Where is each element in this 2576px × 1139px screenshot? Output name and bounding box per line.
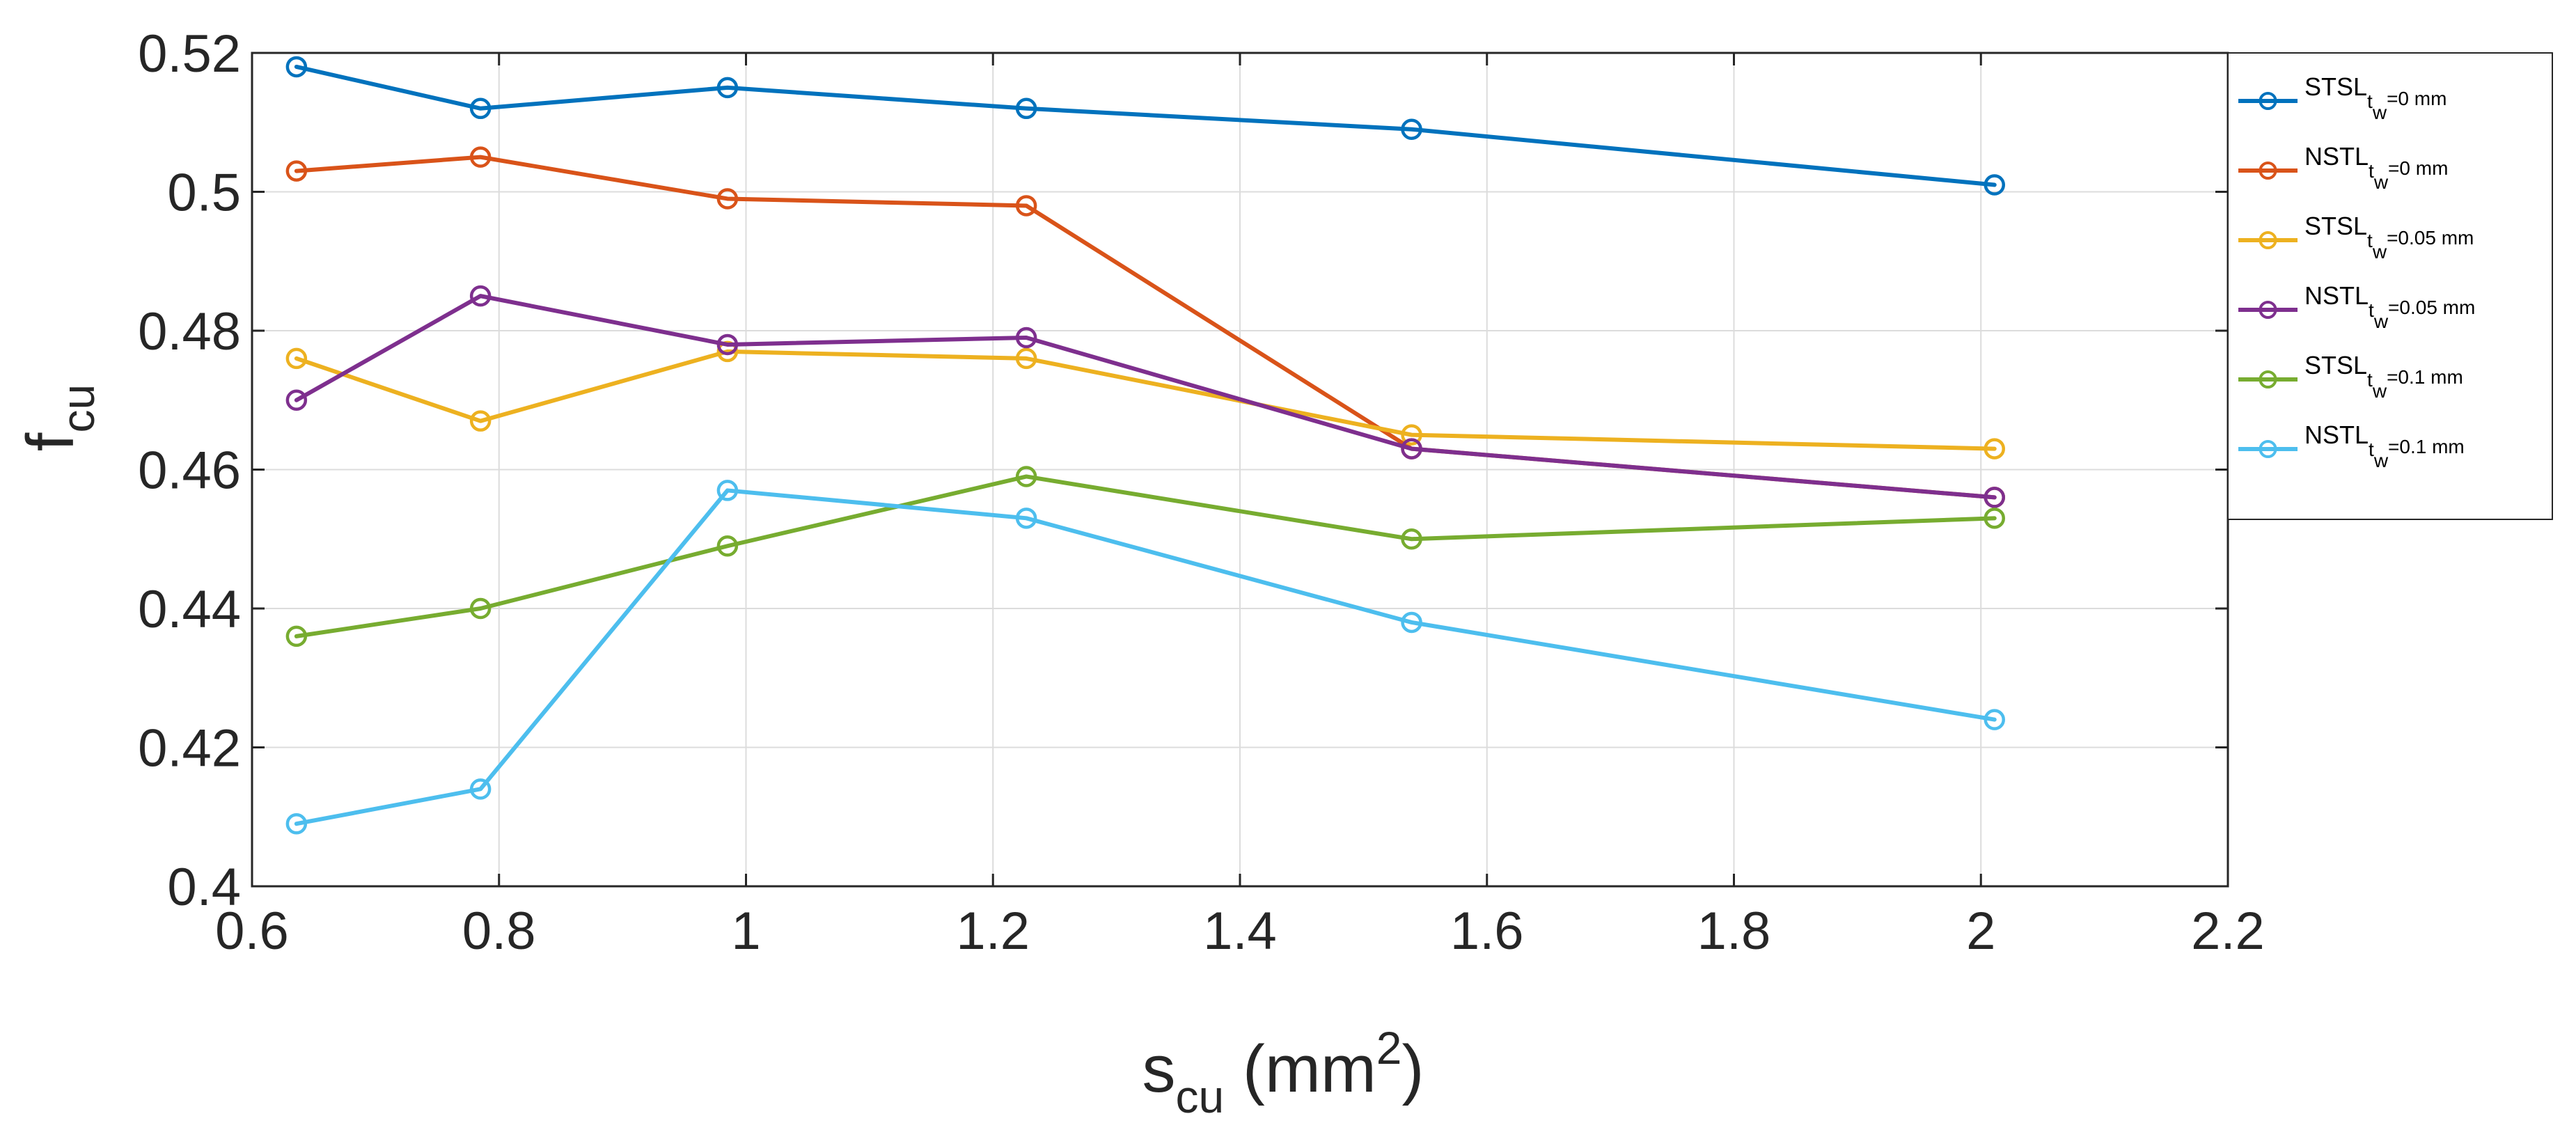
legend-label: NSTLtw=0.05 mm xyxy=(2304,281,2475,332)
series-6 xyxy=(285,480,2006,835)
x-tick-label: 0.8 xyxy=(462,902,536,961)
legend-label: NSTLtw=0.1 mm xyxy=(2304,421,2465,471)
data-point xyxy=(1015,466,1037,487)
y-tick-label: 0.52 xyxy=(138,24,241,84)
data-point xyxy=(716,188,739,210)
series-1 xyxy=(285,56,2006,196)
data-point xyxy=(1401,528,1422,550)
series-line xyxy=(294,474,1997,638)
tick-marks xyxy=(251,52,2229,888)
x-tick-label: 1.2 xyxy=(956,902,1030,961)
data-point xyxy=(716,535,739,557)
data-point xyxy=(716,480,739,501)
data-point xyxy=(1984,174,2006,196)
y-tick-label: 0.4 xyxy=(167,858,241,917)
legend-entry: NSTLtw=0.05 mm xyxy=(2238,281,2475,332)
legend-label: STSLtw=0.05 mm xyxy=(2304,212,2474,262)
series-line xyxy=(294,294,1997,500)
data-point xyxy=(716,333,739,356)
series-5 xyxy=(285,466,2006,647)
data-point xyxy=(1984,709,2006,730)
series-line xyxy=(294,488,1997,826)
legend-marker xyxy=(2259,301,2277,319)
data-point xyxy=(1401,424,1422,446)
legend-marker xyxy=(2259,440,2277,458)
legend-marker xyxy=(2259,162,2277,180)
data-point xyxy=(1401,438,1422,459)
x-tick-label: 2 xyxy=(1966,902,1995,961)
legend-items: STSLtw=0 mm NSTLtw=0 mm STSLtw=0.05 mm NSTL… xyxy=(2238,72,2475,471)
legend-label: STSLtw=0 mm xyxy=(2304,72,2447,123)
data-point xyxy=(469,146,492,168)
y-tick-label: 0.46 xyxy=(138,441,241,501)
data-point xyxy=(1401,118,1422,140)
legend-entry: NSTLtw=0 mm xyxy=(2238,142,2448,193)
data-point xyxy=(1984,508,2006,529)
legend-entry: STSLtw=0.1 mm xyxy=(2238,351,2463,402)
data-point xyxy=(1984,438,2006,459)
data-point xyxy=(1015,347,1037,370)
y-tick-labels: 0.4 0.42 0.44 0.46 0.48 0.5 0.52 xyxy=(138,24,241,917)
series-line xyxy=(294,349,1997,451)
data-point xyxy=(469,597,492,620)
x-axis-label: scu (mm2) xyxy=(1142,1022,1424,1122)
data-point xyxy=(716,77,739,99)
data-point xyxy=(1015,327,1037,349)
legend-marker xyxy=(2259,92,2277,110)
y-tick-label: 0.42 xyxy=(138,719,241,778)
legend-entry: STSLtw=0 mm xyxy=(2238,72,2447,123)
legend-marker xyxy=(2259,370,2277,388)
legend-box xyxy=(2227,52,2553,520)
series-group xyxy=(285,56,2006,835)
data-point xyxy=(1984,487,2006,508)
data-point xyxy=(1015,195,1037,217)
y-tick-label: 0.5 xyxy=(167,164,241,223)
legend-marker xyxy=(2259,231,2277,249)
series-4 xyxy=(285,285,2006,508)
data-point xyxy=(469,778,492,800)
series-3 xyxy=(285,340,2006,459)
data-point xyxy=(1015,97,1037,120)
data-point xyxy=(469,97,492,120)
data-point xyxy=(285,389,308,411)
x-tick-label: 1.4 xyxy=(1203,902,1277,961)
data-point xyxy=(469,410,492,432)
data-point xyxy=(1401,611,1422,634)
y-axis-label: fcu xyxy=(13,384,104,451)
legend: STSLtw=0 mm NSTLtw=0 mm STSLtw=0.05 mm NSTL… xyxy=(2227,52,2553,520)
x-tick-labels: 0.6 0.8 1 1.2 1.4 1.6 1.8 2 2.2 xyxy=(215,902,2265,961)
legend-entry: STSLtw=0.05 mm xyxy=(2238,212,2474,262)
x-tick-label: 1 xyxy=(731,902,760,961)
data-point xyxy=(469,285,492,307)
y-tick-label: 0.48 xyxy=(138,302,241,361)
data-point xyxy=(285,347,308,370)
x-tick-label: 0.6 xyxy=(215,902,289,961)
data-point xyxy=(285,160,308,182)
data-point xyxy=(285,625,308,647)
legend-label: STSLtw=0.1 mm xyxy=(2304,351,2463,402)
x-tick-label: 2.2 xyxy=(2191,902,2265,961)
data-point xyxy=(1015,508,1037,529)
legend-label: NSTLtw=0 mm xyxy=(2304,142,2448,193)
x-tick-label: 1.8 xyxy=(1697,902,1771,961)
series-line xyxy=(294,64,1997,187)
x-tick-label: 1.6 xyxy=(1450,902,1524,961)
legend-entry: NSTLtw=0.1 mm xyxy=(2238,421,2465,471)
data-point xyxy=(285,812,308,835)
data-point xyxy=(285,56,308,78)
y-tick-label: 0.44 xyxy=(138,580,241,639)
